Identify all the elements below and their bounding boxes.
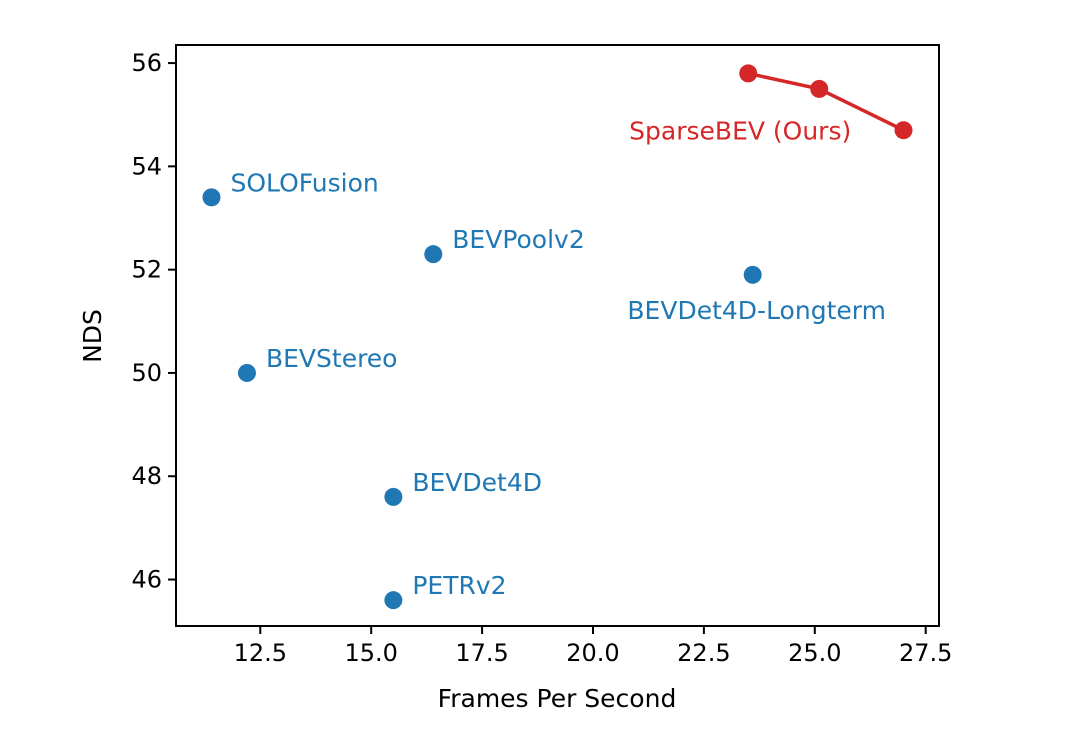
x-tick-label: 25.0 [788, 639, 841, 667]
x-axis-label: Frames Per Second [438, 684, 677, 713]
data-point [810, 79, 829, 98]
data-point [202, 188, 221, 207]
y-tick-label: 48 [131, 462, 162, 490]
point-label: PETRv2 [412, 571, 506, 600]
data-point [894, 121, 913, 140]
x-tick-label: 27.5 [899, 639, 952, 667]
point-label: BEVDet4D [412, 468, 542, 497]
y-tick-label: 50 [131, 359, 162, 387]
point-label: BEVStereo [266, 344, 398, 373]
data-point [384, 591, 403, 610]
y-tick-label: 54 [131, 152, 162, 180]
series-label: SparseBEV (Ours) [629, 116, 851, 145]
data-point [384, 487, 403, 506]
y-tick-label: 56 [131, 49, 162, 77]
x-tick-label: 17.5 [455, 639, 508, 667]
x-tick-label: 12.5 [234, 639, 287, 667]
data-point [743, 265, 762, 284]
chart-marks: SOLOFusion BEVPoolv2 BEVDet4D-Longterm BEVS… [202, 64, 913, 610]
x-tick-label: 20.0 [566, 639, 619, 667]
y-axis: 46 48 50 52 54 56 [131, 49, 176, 594]
plot-frame [175, 44, 940, 627]
y-tick-label: 52 [131, 256, 162, 284]
point-label: BEVPoolv2 [452, 225, 584, 254]
x-tick-label: 22.5 [677, 639, 730, 667]
data-point [237, 363, 256, 382]
data-point [739, 64, 758, 83]
x-axis: 12.5 15.0 17.5 20.0 22.5 25.0 27.5 [234, 626, 952, 667]
y-tick-label: 46 [131, 566, 162, 594]
y-axis-label: NDS [78, 309, 107, 363]
point-label: SOLOFusion [230, 168, 378, 197]
x-tick-label: 15.0 [344, 639, 397, 667]
point-label: BEVDet4D-Longterm [627, 296, 886, 325]
data-point [424, 245, 443, 264]
